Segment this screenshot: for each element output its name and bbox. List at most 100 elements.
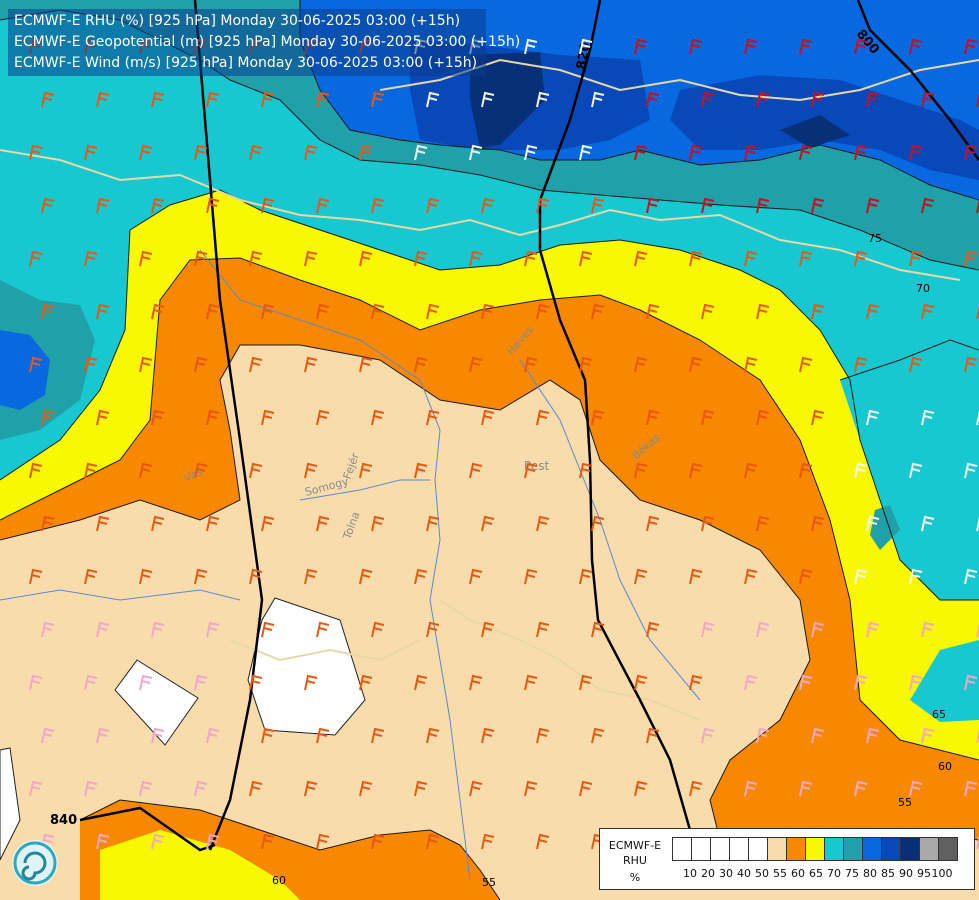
wind-barb (689, 38, 703, 55)
legend-swatch (805, 837, 825, 861)
wind-barb (524, 250, 538, 267)
wind-barb (304, 568, 318, 585)
wind-barb (139, 780, 153, 797)
wind-barb (536, 833, 550, 850)
legend-tick-label: 55 (773, 867, 787, 880)
wind-barb (316, 303, 330, 320)
rhu-label-70: 70 (916, 282, 930, 295)
wind-barb (646, 303, 660, 320)
wind-barb (96, 515, 110, 532)
legend-tick-label: 90 (899, 867, 913, 880)
wind-barb (744, 250, 758, 267)
wind-barb (799, 780, 813, 797)
wind-barb (316, 833, 330, 850)
wind-barb (29, 144, 43, 161)
wind-barb (976, 198, 979, 214)
wind-barb (414, 144, 428, 161)
wind-barb (646, 409, 660, 426)
legend-tick-label: 50 (755, 867, 769, 880)
wind-barb (536, 621, 550, 638)
wind-barb (909, 780, 923, 797)
wind-barb (866, 197, 880, 214)
wind-barb (316, 515, 330, 532)
wind-barb (206, 621, 220, 638)
wind-barb (579, 780, 593, 797)
wind-barb (139, 674, 153, 691)
wind-barb (854, 38, 868, 55)
wind-barb (799, 674, 813, 691)
wind-barb (634, 356, 648, 373)
wind-barb (579, 462, 593, 479)
wind-barb (921, 303, 935, 320)
wind-barb (799, 462, 813, 479)
rhu-patch-low-2 (114, 659, 199, 746)
legend-tick-label: 60 (791, 867, 805, 880)
wind-barb (701, 197, 715, 214)
geopotential-label-820: 820 (574, 41, 593, 70)
wind-barb (909, 144, 923, 161)
wind-barb (579, 674, 593, 691)
wind-barb (261, 197, 275, 214)
wind-barb (909, 674, 923, 691)
wind-barb (921, 91, 935, 108)
wind-barb (964, 568, 978, 585)
wind-barb (96, 621, 110, 638)
legend-title-variable: RHU (623, 854, 647, 867)
wind-barb (591, 515, 605, 532)
wind-barb (909, 462, 923, 479)
wind-barb (84, 144, 98, 161)
wind-barb (591, 91, 605, 108)
wind-barb (866, 409, 880, 426)
wind-barb (426, 91, 440, 108)
wind-barb (579, 38, 593, 55)
wind-barb (964, 780, 978, 797)
wind-barb (799, 356, 813, 373)
wind-barb (744, 356, 758, 373)
wind-barb (744, 462, 758, 479)
wind-barb (524, 780, 538, 797)
wind-barb (371, 727, 385, 744)
wind-barb (689, 250, 703, 267)
wind-barb (756, 621, 770, 638)
wind-barb (249, 568, 263, 585)
rhu-band-70-southeast (910, 640, 979, 722)
wind-barb (206, 91, 220, 108)
rhu-band-85-north (410, 40, 979, 180)
legend-tick-label: 95 (917, 867, 931, 880)
wind-barb (304, 250, 318, 267)
wind-barb (316, 409, 330, 426)
wind-barb (744, 144, 758, 161)
wind-barb (524, 462, 538, 479)
wind-barb (866, 515, 880, 532)
wind-barb (29, 780, 43, 797)
wind-barb (304, 356, 318, 373)
wind-barb (426, 409, 440, 426)
legend-swatch (824, 837, 844, 861)
wind-barb (866, 727, 880, 744)
wind-barb (139, 144, 153, 161)
wind-barb (84, 780, 98, 797)
wind-barb (964, 462, 978, 479)
legend-swatch (881, 837, 901, 861)
wind-barb (744, 568, 758, 585)
wind-barb (426, 197, 440, 214)
wind-barb (811, 197, 825, 214)
wind-barb (799, 144, 813, 161)
wind-barb (579, 356, 593, 373)
wind-barb (359, 356, 373, 373)
legend-title-unit: % (629, 871, 641, 884)
wind-barb (536, 91, 550, 108)
wind-barb (84, 250, 98, 267)
wind-barb (909, 356, 923, 373)
wind-barb (371, 515, 385, 532)
wind-barb (854, 144, 868, 161)
wind-barb (909, 250, 923, 267)
wind-barb (261, 515, 275, 532)
wind-barb (194, 250, 208, 267)
wind-barb (854, 674, 868, 691)
legend-swatches (672, 837, 958, 861)
wind-barb (29, 250, 43, 267)
wind-barb (481, 621, 495, 638)
wind-barb (756, 515, 770, 532)
